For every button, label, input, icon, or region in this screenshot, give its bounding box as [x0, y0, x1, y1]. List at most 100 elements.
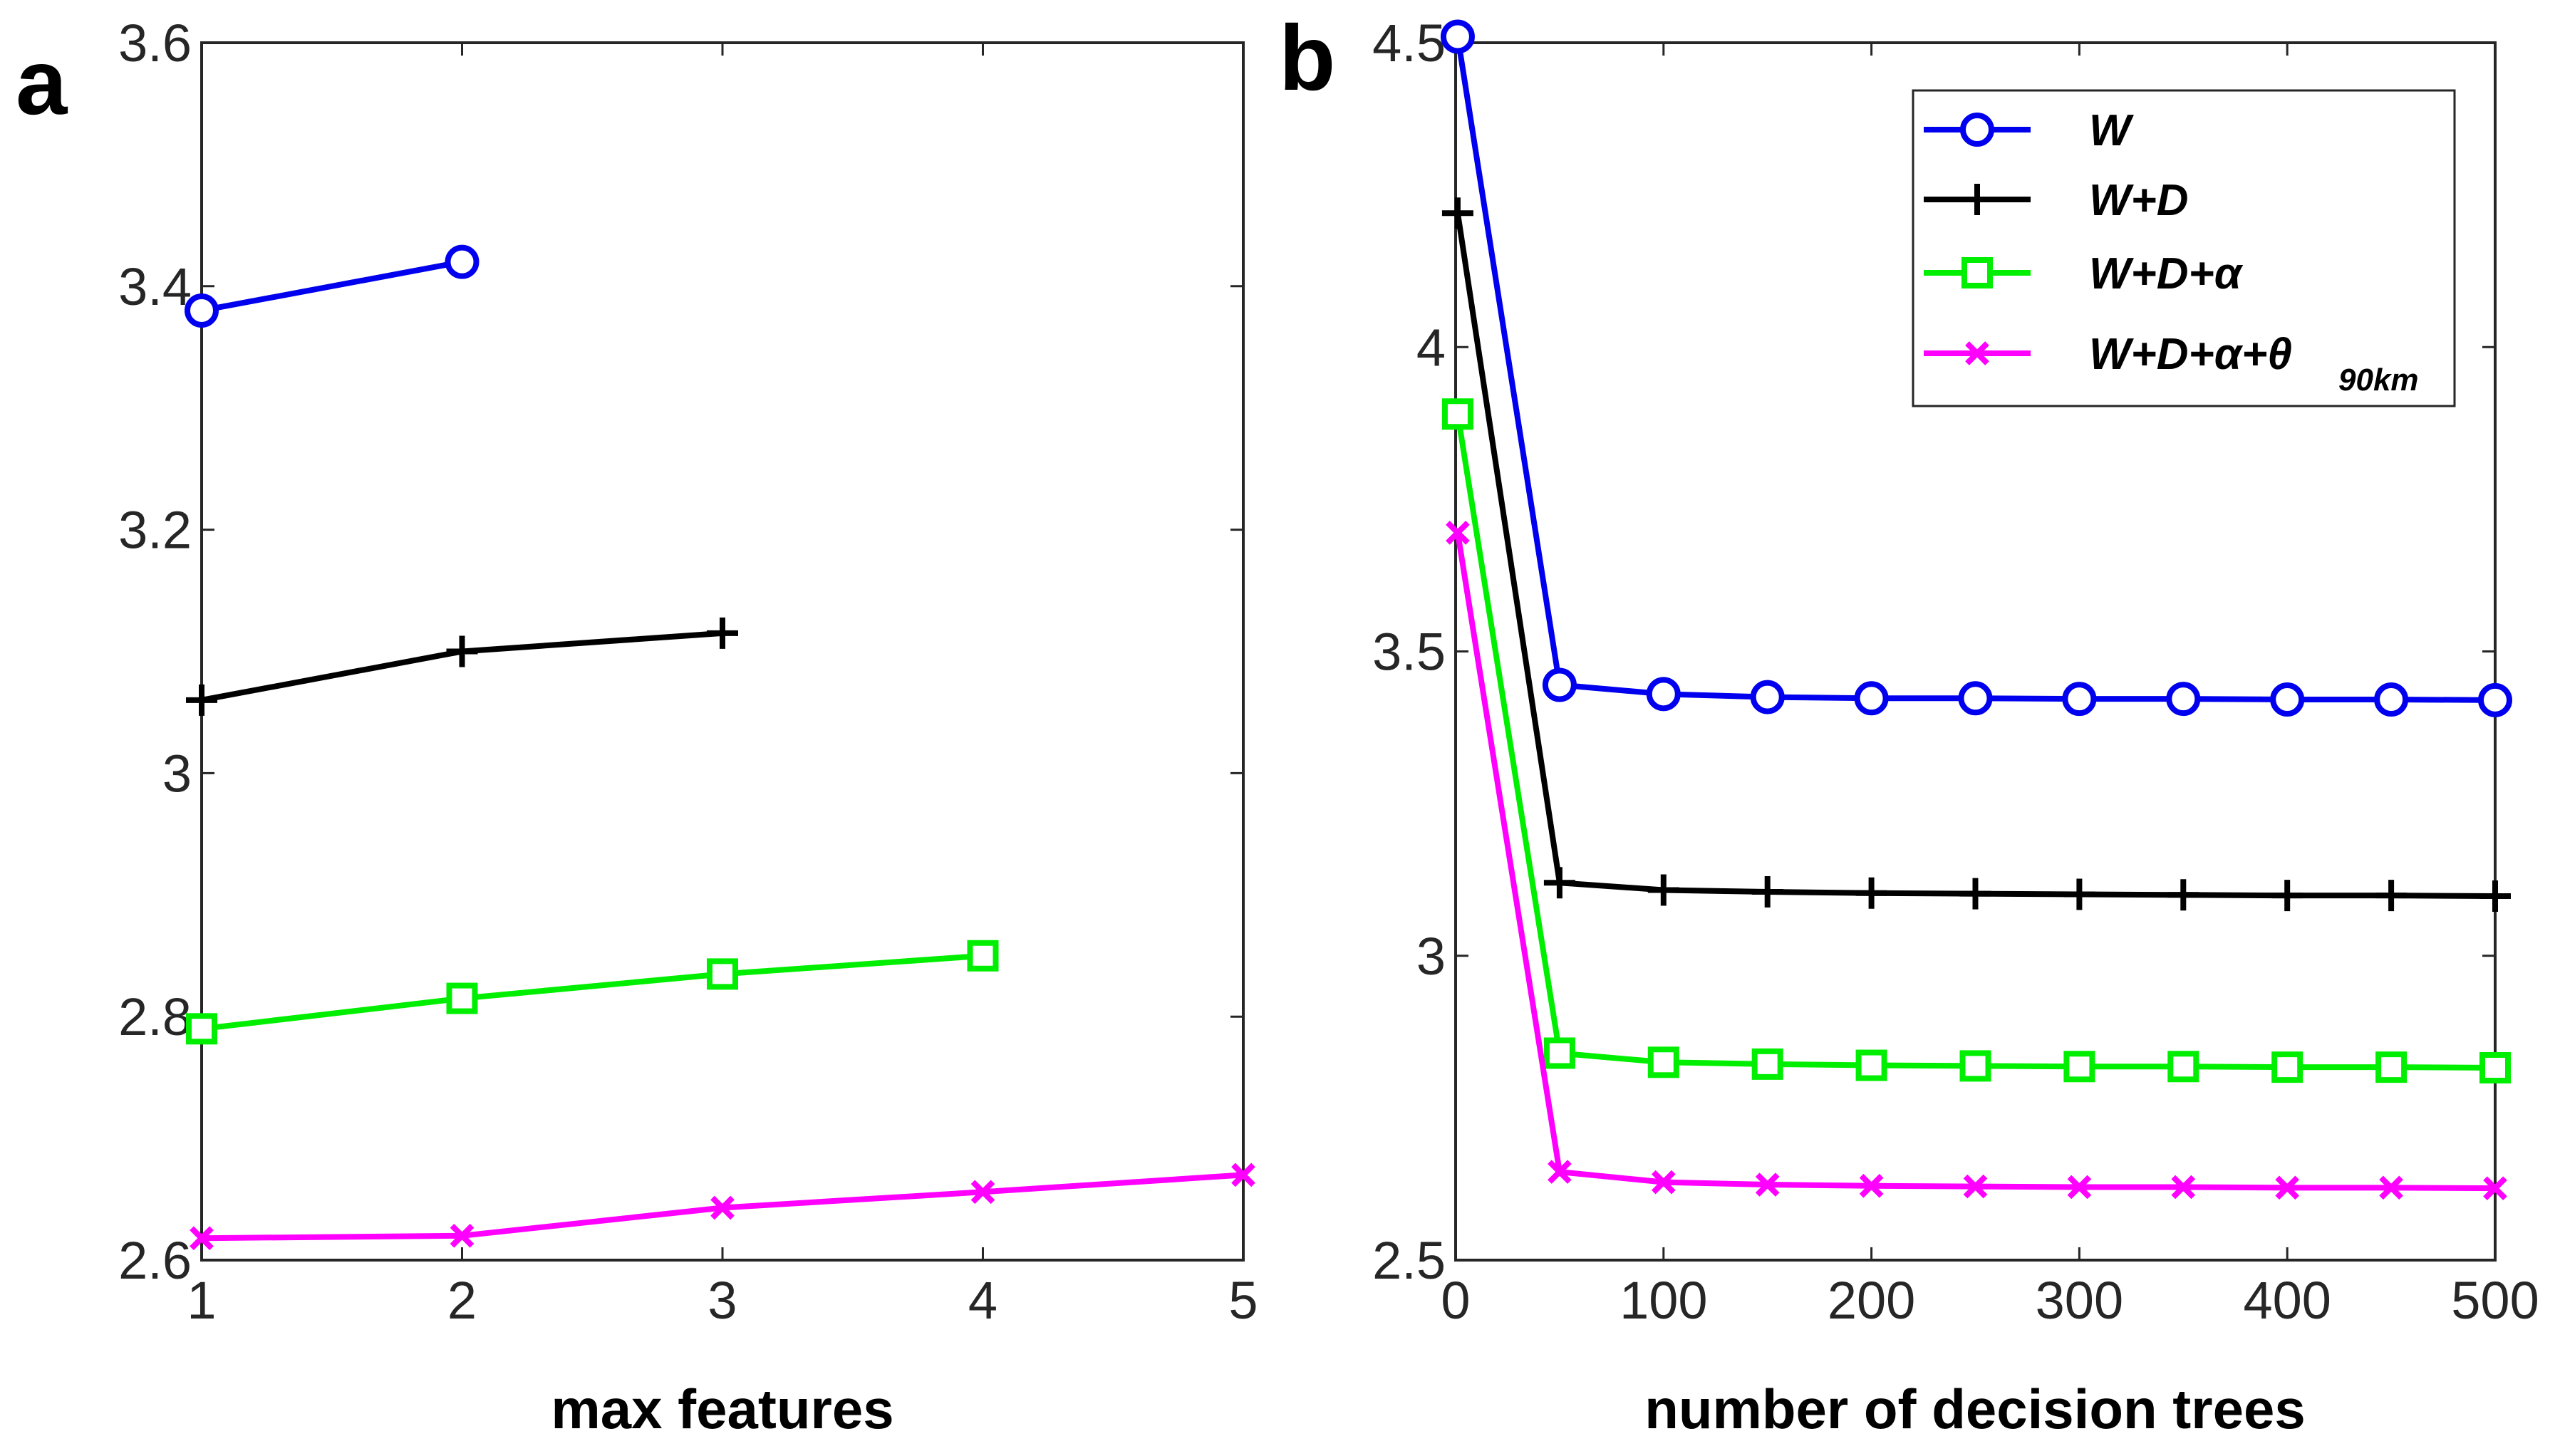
- legend-entry-w: W: [1924, 106, 2134, 155]
- legend-box: [1912, 89, 2456, 407]
- panel-b-series-w-d-90km-point-1: [1548, 1160, 1572, 1184]
- panel-a-y-tick-label-2-6: 2.6: [118, 1231, 192, 1290]
- panel-b-series-w-point-7: [2166, 682, 2201, 717]
- panel-b-series-w-d-point-6: [2063, 1051, 2095, 1083]
- panel-b-series-w: [1440, 19, 2512, 717]
- panel-a-series-w-line: [201, 259, 463, 313]
- panel-b-series-w-point-9: [2374, 682, 2409, 717]
- panel-b-series-w-point-10: [2478, 682, 2512, 717]
- legend-sample-marker-w: [1960, 113, 1994, 147]
- panel-a-x-tick-label-2: 2: [447, 1271, 477, 1330]
- panel-b-y-tick-label-4-5: 4.5: [1372, 14, 1446, 73]
- panel-b-series-w-d-90km-point-2: [1651, 1170, 1676, 1195]
- panel-b-series: [1440, 19, 2512, 1200]
- panel-b-series-w-d-point-7: [2167, 879, 2199, 911]
- panel-b-series-w-d-point-2: [1647, 1046, 1679, 1078]
- panel-b-series-w-d-point-6: [2063, 878, 2095, 910]
- panel-b-x-axis-label: number of decision trees: [1644, 1378, 2306, 1440]
- panel-a-series-w-d-90km-point-2: [710, 1195, 735, 1220]
- panel-b-series-w-point-8: [2270, 682, 2305, 717]
- legend-subscript-90km: 90km: [2338, 363, 2419, 397]
- panel-b-x-tick-label-400: 400: [2243, 1271, 2331, 1330]
- panel-a-series-w: [185, 244, 480, 328]
- panel-a-series-w-d-90km: [190, 1163, 1255, 1251]
- panel-a-series-w-point-1: [445, 244, 480, 279]
- panel-b: 0 100 200 300 400 500 2.5 3 3.5 4 4.5 b number of …: [1279, 6, 2539, 1440]
- panel-a-ticks: 1 2 3 4 5 2.6 2.8 3 3.2 3.4 3.6: [118, 14, 1258, 1330]
- legend-label-w-d: W+D: [2089, 176, 2189, 225]
- panel-a-y-tick-label-3: 3: [162, 744, 192, 803]
- panel-b-series-w-point-4: [1854, 681, 1889, 716]
- panel-b-series-w-point-3: [1750, 680, 1785, 714]
- panel-b-ticks: 0 100 200 300 400 500 2.5 3 3.5 4 4.5: [1372, 14, 2539, 1330]
- panel-b-series-w-point-5: [1958, 681, 1993, 716]
- panel-b-series-w-d-point-10: [2479, 880, 2511, 912]
- panel-a-x-tick-label-5: 5: [1228, 1271, 1258, 1330]
- legend-sample-marker-w-d: [1961, 184, 1993, 215]
- legend-sample-w-d: [1924, 257, 2031, 288]
- panel-b-series-w-point-0: [1440, 19, 1475, 54]
- panel-b-series-w-d-point-1: [1543, 1037, 1575, 1069]
- panel-b-series-w-point-1: [1542, 667, 1577, 702]
- panel-b-series-w-d-point-4: [1855, 1049, 1887, 1081]
- panel-b-label: b: [1279, 6, 1335, 110]
- panel-a-series-w-d-90km-point-0: [190, 1226, 214, 1251]
- panel-a-label: a: [16, 30, 68, 134]
- panel-b-series-w-d-point-9: [2375, 1051, 2408, 1083]
- panel-a-series-w-d-90km-point-1: [450, 1223, 475, 1248]
- panel-a-series-w-d: [186, 617, 738, 716]
- panel-b-series-w-point-2: [1646, 677, 1681, 712]
- panel-b-series-w-d-point-7: [2167, 1051, 2199, 1083]
- panel-b-x-tick-label-200: 200: [1828, 1271, 1915, 1330]
- panel-a-y-tick-label-3-2: 3.2: [118, 501, 192, 560]
- panel-a-series-w-d-point-3: [967, 940, 999, 972]
- legend-sample-w-d: [1924, 184, 2031, 215]
- panel-b-series-w-d-90km-point-10: [2483, 1176, 2507, 1200]
- panel-b-x-tick-label-100: 100: [1619, 1271, 1707, 1330]
- panel-b-y-tick-label-3: 3: [1416, 927, 1446, 986]
- panel-a-series-w-d-90km-point-4: [1231, 1163, 1255, 1187]
- panel-b-series-w-d-90km-point-4: [1859, 1173, 1884, 1198]
- panel-b-series-w-d-line: [1454, 413, 2496, 1071]
- panel-a-y-tick-label-2-8: 2.8: [118, 987, 192, 1046]
- panel-b-series-w-d-90km-point-3: [1755, 1172, 1780, 1197]
- panel-b-x-tick-label-0: 0: [1441, 1271, 1470, 1330]
- panel-a-x-tick-label-1: 1: [187, 1271, 216, 1330]
- panel-a-y-tick-label-3-4: 3.4: [118, 257, 192, 316]
- panel-b-series-w-d-point-3: [1751, 1048, 1783, 1080]
- panel-b-series-w-d-90km-line: [1454, 532, 2496, 1192]
- legend-entry-w-d: W+D: [1924, 176, 2189, 225]
- panel-b-x-tick-label-300: 300: [2036, 1271, 2123, 1330]
- panel-b-series-w-point-6: [2062, 682, 2097, 717]
- panel-b-series-w-d-90km-point-0: [1446, 521, 1470, 545]
- panel-b-y-tick-label-2-5: 2.5: [1372, 1231, 1446, 1290]
- panel-a-x-axis-label: max features: [551, 1378, 893, 1440]
- panel-b-series-w-d-90km-point-8: [2275, 1175, 2300, 1200]
- panel-a-series-w-d-point-2: [707, 617, 738, 649]
- legend: W W+D W+D+α W+D+α+θ 90km: [1912, 89, 2456, 407]
- panel-b-series-w-d-point-8: [2271, 880, 2303, 912]
- legend-entry-w-d-alpha-theta: W+D+α+θ 90km: [1924, 330, 2419, 397]
- panel-b-series-w-d-point-3: [1751, 876, 1783, 908]
- panel-a-x-tick-label-4: 4: [968, 1271, 997, 1330]
- legend-sample-marker-w-d: [1961, 257, 1993, 288]
- legend-sample-w: [1924, 113, 2031, 147]
- legend-entry-w-d-alpha: W+D+α: [1924, 249, 2244, 298]
- legend-sample-marker-w-d-90km: [1965, 341, 1989, 365]
- panel-a-series-w-d-point-1: [446, 982, 478, 1014]
- panel-b-series-w-d-point-2: [1647, 874, 1679, 906]
- panel-b-series-w-d-90km-point-6: [2067, 1175, 2092, 1200]
- panel-b-series-w-d-point-5: [1959, 1050, 1991, 1082]
- panel-a-series-w-d: [186, 940, 999, 1045]
- panel-a-series-w-d-90km-point-3: [970, 1180, 995, 1205]
- panel-a-series-w-d-point-0: [186, 684, 217, 716]
- panel-b-y-tick-label-4: 4: [1416, 318, 1446, 377]
- panel-b-series-w-d: [1441, 398, 2511, 1083]
- panel-b-series-w-d-point-9: [2375, 880, 2408, 912]
- panel-a-axes-box: [200, 41, 1245, 1262]
- panel-b-series-w-d-point-10: [2479, 1051, 2511, 1083]
- panel-a-series-w-d-point-0: [186, 1013, 217, 1045]
- panel-b-series-w-d-point-5: [1959, 878, 1991, 910]
- panel-b-series-w-d-point-4: [1855, 877, 1887, 909]
- legend-label-w-d-alpha-theta: W+D+α+θ: [2089, 330, 2292, 379]
